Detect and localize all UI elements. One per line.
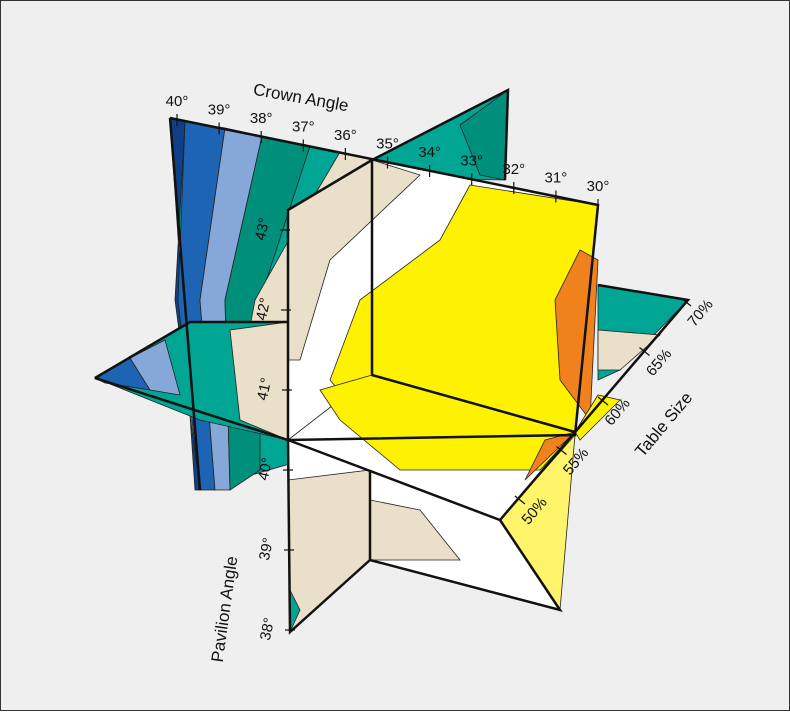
tick-label: 40° bbox=[166, 93, 189, 110]
planes bbox=[94, 89, 689, 633]
tick bbox=[597, 396, 609, 406]
tick-label: 32° bbox=[502, 161, 525, 178]
tick-label: 33° bbox=[460, 153, 483, 170]
tick-label: 30° bbox=[587, 178, 610, 195]
tick bbox=[514, 495, 526, 505]
tick-label: 39° bbox=[256, 536, 277, 562]
tick-label: 38° bbox=[257, 616, 278, 642]
tick-label: 35° bbox=[376, 136, 399, 153]
tick-label: 40° bbox=[255, 456, 276, 482]
tick-label: 38° bbox=[250, 110, 273, 127]
tick-label: 31° bbox=[545, 170, 568, 187]
tick-label: 41° bbox=[254, 376, 275, 402]
tick bbox=[556, 446, 567, 455]
tick-label: 34° bbox=[418, 144, 441, 161]
tick bbox=[680, 297, 692, 307]
tick-label: 42° bbox=[253, 296, 274, 322]
tick-label: 43° bbox=[252, 216, 273, 242]
tick-label: 36° bbox=[334, 127, 357, 144]
plane-edges bbox=[94, 87, 691, 635]
tick bbox=[639, 347, 650, 356]
tick-label: 39° bbox=[208, 102, 231, 119]
tick-label: 37° bbox=[292, 119, 315, 136]
